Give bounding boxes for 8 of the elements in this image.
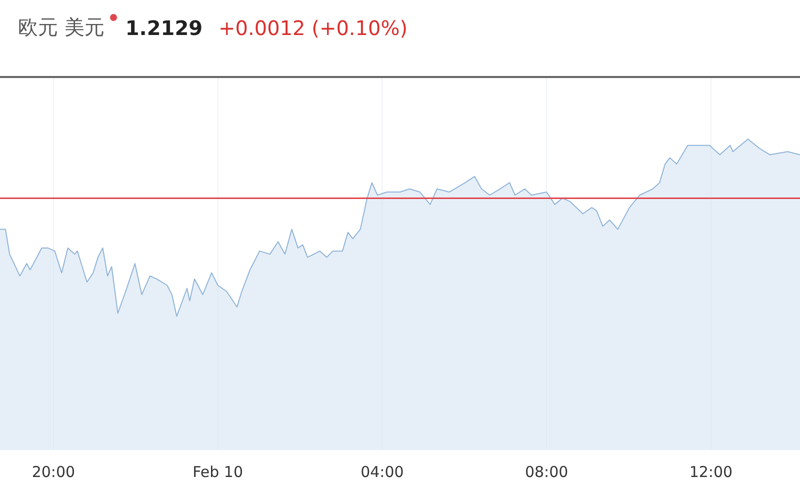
text: +0.0012 (+0.10%)	[218, 16, 408, 40]
text: 1.2129	[125, 16, 203, 40]
x-tick-label: 08:00	[524, 462, 568, 481]
chart-title: 欧元 美元	[18, 14, 104, 41]
x-tick-label: 20:00	[32, 462, 76, 481]
x-tick-label: 04:00	[360, 462, 404, 481]
x-tick-label: Feb 10	[192, 462, 244, 481]
x-tick-label: 12:00	[689, 462, 733, 481]
